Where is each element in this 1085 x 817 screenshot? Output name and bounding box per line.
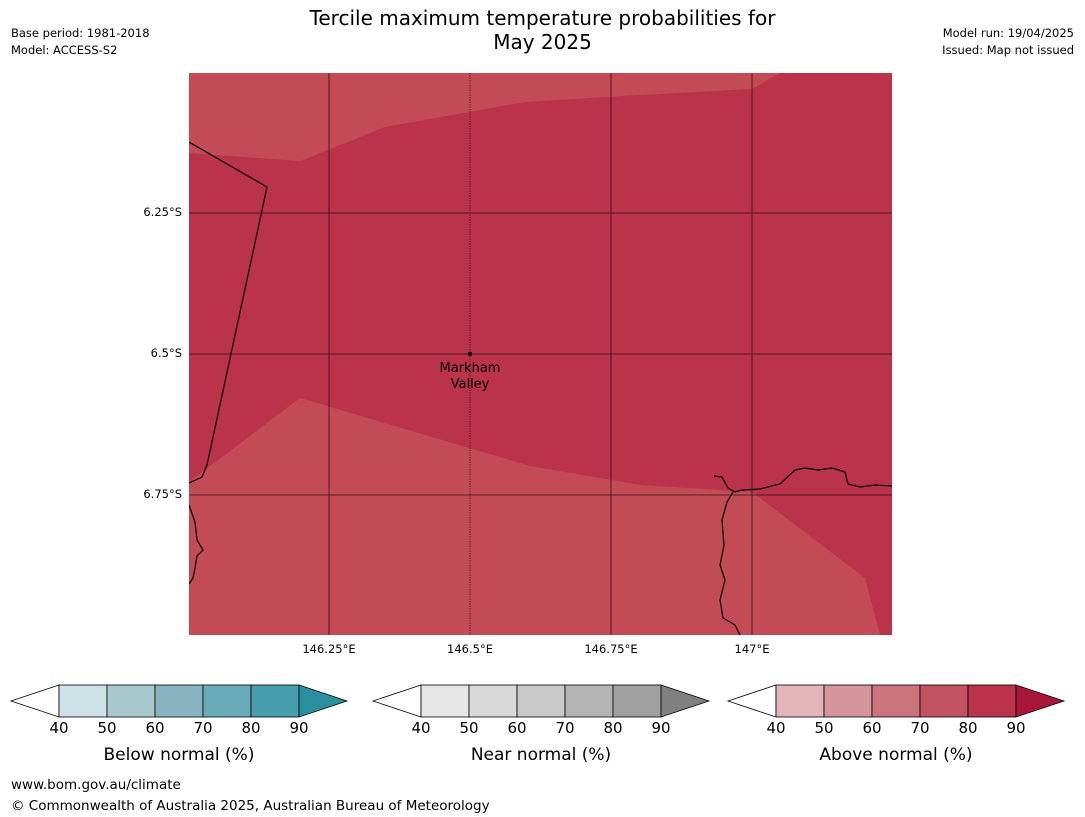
base-period: Base period: 1981-2018 — [11, 26, 150, 40]
colorbar-below-normal — [9, 684, 349, 718]
colorbar-segment — [775, 684, 825, 718]
colorbar-tick-label: 50 — [459, 719, 479, 737]
colorbar-above-normal — [726, 684, 1066, 718]
colorbar-tick-label: 60 — [507, 719, 527, 737]
colorbar-extend-high — [298, 684, 349, 718]
colorbar-segment — [420, 684, 470, 718]
border-line — [189, 141, 268, 484]
colorbar-tick-label: 50 — [814, 719, 834, 737]
colorbar-tick-label: 60 — [862, 719, 882, 737]
lat-label-6-5: 6.5°S — [150, 346, 182, 360]
colorbar-tick-label: 70 — [193, 719, 213, 737]
footer: www.bom.gov.au/climate © Commonwealth of… — [11, 775, 490, 817]
colorbars — [9, 684, 1066, 718]
footer-copyright: © Commonwealth of Australia 2025, Austra… — [11, 798, 490, 814]
colorbar-title-above: Above normal (%) — [819, 745, 973, 765]
colorbar-tick-label: 60 — [145, 719, 165, 737]
colorbar-extend-high — [1015, 684, 1066, 718]
colorbar-title-below: Below normal (%) — [103, 745, 255, 765]
colorbar-segment — [468, 684, 518, 718]
colorbar-extend-low — [726, 684, 777, 718]
colorbar-extend-low — [371, 684, 422, 718]
lon-label-146-25: 146.25°E — [302, 642, 356, 656]
colorbar-segment — [250, 684, 300, 718]
colorbar-tick-label: 80 — [603, 719, 623, 737]
model-name: Model: ACCESS-S2 — [11, 43, 118, 57]
map-title: Tercile maximum temperature probabilitie… — [0, 6, 1085, 54]
colorbar-segment — [516, 684, 566, 718]
lat-label-6-25: 6.25°S — [143, 205, 182, 219]
colorbar-tick-label: 70 — [910, 719, 930, 737]
colorbar-segment — [106, 684, 156, 718]
colorbar-tick-label: 40 — [766, 719, 786, 737]
colorbar-segment — [967, 684, 1017, 718]
lon-label-147: 147°E — [734, 642, 770, 656]
colorbar-tick-label: 80 — [241, 719, 261, 737]
colorbar-segment — [58, 684, 108, 718]
place-marker — [468, 352, 472, 356]
probability-map: Markham Valley — [189, 73, 892, 635]
colorbar-extend-low — [9, 684, 60, 718]
colorbar-tick-label: 80 — [958, 719, 978, 737]
meta-left: Base period: 1981-2018 Model: ACCESS-S2 — [11, 25, 150, 59]
lon-label-146-75: 146.75°E — [584, 642, 638, 656]
colorbar-segment — [564, 684, 614, 718]
colorbar-segment — [612, 684, 662, 718]
footer-url: www.bom.gov.au/climate — [11, 777, 181, 793]
coastline-river — [719, 491, 741, 635]
coastline-east — [713, 467, 892, 493]
title-line-2: May 2025 — [493, 30, 592, 54]
colorbar-tick-label: 90 — [651, 719, 671, 737]
place-label-line-1: Markham — [440, 361, 501, 376]
place-label-line-2: Valley — [451, 377, 490, 392]
graticule — [189, 73, 892, 635]
title-line-1: Tercile maximum temperature probabilitie… — [309, 6, 776, 30]
lat-label-6-75: 6.75°S — [143, 487, 182, 501]
colorbar-tick-label: 90 — [289, 719, 309, 737]
colorbar-tick-label: 70 — [555, 719, 575, 737]
colorbar-segment — [154, 684, 204, 718]
colorbar-tick-label: 90 — [1006, 719, 1026, 737]
colorbar-tick-label: 40 — [49, 719, 69, 737]
colorbar-tick-label: 50 — [97, 719, 117, 737]
colorbar-segment — [919, 684, 969, 718]
colorbar-title-near: Near normal (%) — [470, 745, 612, 765]
colorbar-extend-high — [660, 684, 711, 718]
coastline-west — [189, 504, 204, 585]
lon-label-146-5: 146.5°E — [447, 642, 493, 656]
meta-right: Model run: 19/04/2025 Issued: Map not is… — [942, 25, 1074, 59]
colorbar-segment — [202, 684, 252, 718]
colorbar-near-normal — [371, 684, 711, 718]
colorbar-segment — [823, 684, 873, 718]
colorbar-segment — [871, 684, 921, 718]
issued-status: Issued: Map not issued — [942, 43, 1074, 57]
colorbar-tick-label: 40 — [411, 719, 431, 737]
model-run: Model run: 19/04/2025 — [942, 26, 1074, 40]
